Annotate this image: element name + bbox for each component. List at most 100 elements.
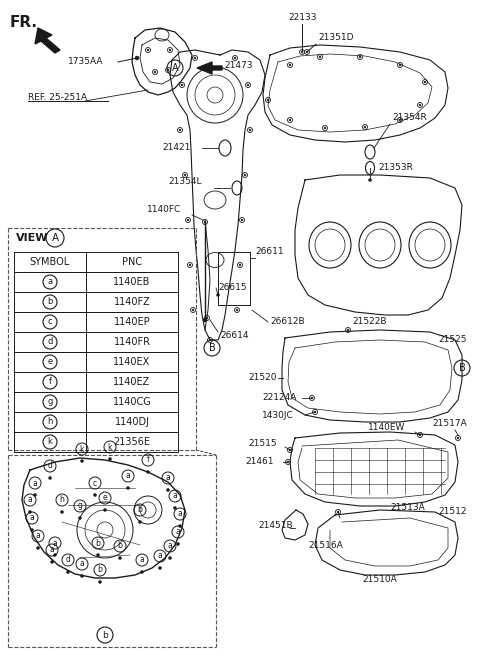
Text: b: b xyxy=(96,539,100,548)
Circle shape xyxy=(147,49,149,51)
Text: a: a xyxy=(36,531,40,541)
Text: 21421: 21421 xyxy=(162,144,191,152)
Circle shape xyxy=(104,508,107,512)
Circle shape xyxy=(96,554,99,556)
Circle shape xyxy=(168,556,171,560)
Text: 21522B: 21522B xyxy=(352,318,386,327)
Circle shape xyxy=(48,476,51,480)
Text: 26612B: 26612B xyxy=(270,318,305,327)
Text: FR.: FR. xyxy=(10,15,38,30)
Circle shape xyxy=(184,174,186,176)
Text: a: a xyxy=(48,277,53,287)
Text: 1140EX: 1140EX xyxy=(113,357,151,367)
Text: 22133: 22133 xyxy=(288,14,316,22)
Text: k: k xyxy=(108,443,112,451)
Text: 22124A: 22124A xyxy=(262,394,296,403)
Circle shape xyxy=(301,51,303,53)
Circle shape xyxy=(79,516,82,520)
Circle shape xyxy=(311,397,313,399)
Circle shape xyxy=(36,546,39,550)
Circle shape xyxy=(399,64,401,66)
Circle shape xyxy=(181,84,183,86)
Text: 21473: 21473 xyxy=(224,62,252,70)
Circle shape xyxy=(189,264,191,266)
Circle shape xyxy=(139,520,142,523)
Circle shape xyxy=(34,493,36,497)
Circle shape xyxy=(127,487,130,489)
Circle shape xyxy=(141,571,144,573)
Text: a: a xyxy=(30,514,35,522)
Text: a: a xyxy=(53,539,58,548)
Text: 21354R: 21354R xyxy=(392,113,427,123)
Text: d: d xyxy=(66,556,71,565)
Text: 1140DJ: 1140DJ xyxy=(115,417,149,427)
Circle shape xyxy=(177,543,180,546)
Circle shape xyxy=(154,71,156,73)
Text: h: h xyxy=(60,495,64,504)
Circle shape xyxy=(204,221,206,223)
Circle shape xyxy=(324,127,326,129)
Text: A: A xyxy=(172,63,178,73)
Circle shape xyxy=(319,56,321,58)
Circle shape xyxy=(98,581,101,583)
Text: 21520: 21520 xyxy=(248,373,276,382)
Circle shape xyxy=(60,510,63,514)
Text: g: g xyxy=(78,501,83,510)
Text: d: d xyxy=(48,337,53,346)
Circle shape xyxy=(359,56,361,58)
Circle shape xyxy=(399,119,401,121)
Text: 21525: 21525 xyxy=(438,335,467,344)
Text: a: a xyxy=(157,552,162,560)
Text: g: g xyxy=(48,398,53,407)
Circle shape xyxy=(179,129,181,131)
Circle shape xyxy=(289,449,291,451)
Text: a: a xyxy=(168,541,172,550)
Text: a: a xyxy=(173,491,178,501)
Circle shape xyxy=(347,329,349,331)
Text: b: b xyxy=(97,565,102,575)
Text: B: B xyxy=(209,343,216,353)
Text: 1140FZ: 1140FZ xyxy=(114,297,150,307)
Circle shape xyxy=(247,84,249,86)
Text: REF. 25-251A: REF. 25-251A xyxy=(28,94,87,102)
Circle shape xyxy=(419,434,421,436)
Text: 1430JC: 1430JC xyxy=(262,411,294,419)
Text: 1140FC: 1140FC xyxy=(147,205,181,215)
Circle shape xyxy=(419,104,421,106)
Text: 1140CG: 1140CG xyxy=(113,397,151,407)
Circle shape xyxy=(28,510,32,514)
Circle shape xyxy=(289,119,291,121)
Text: 21510A: 21510A xyxy=(362,575,397,584)
Circle shape xyxy=(241,219,243,221)
Text: c: c xyxy=(93,478,97,487)
Circle shape xyxy=(314,411,316,413)
Circle shape xyxy=(167,69,169,71)
Circle shape xyxy=(81,459,84,462)
Circle shape xyxy=(234,57,236,59)
Circle shape xyxy=(119,556,121,560)
Text: A: A xyxy=(51,233,59,243)
Circle shape xyxy=(135,56,139,60)
Text: b: b xyxy=(138,506,143,514)
Text: b: b xyxy=(48,298,53,306)
Circle shape xyxy=(167,489,169,491)
Circle shape xyxy=(364,126,366,128)
Circle shape xyxy=(424,81,426,83)
Text: e: e xyxy=(103,493,108,502)
Text: 1140EZ: 1140EZ xyxy=(113,377,151,387)
Circle shape xyxy=(206,317,208,319)
Text: 21354L: 21354L xyxy=(168,178,202,186)
Circle shape xyxy=(50,560,53,564)
Text: 21451B: 21451B xyxy=(258,520,293,529)
Text: h: h xyxy=(48,417,53,426)
Text: 26614: 26614 xyxy=(220,331,249,340)
Text: k: k xyxy=(48,438,52,447)
Text: B: B xyxy=(458,363,466,373)
Circle shape xyxy=(249,129,251,131)
Text: 26611: 26611 xyxy=(255,247,284,256)
Circle shape xyxy=(146,470,149,474)
Text: f: f xyxy=(146,455,149,464)
Circle shape xyxy=(244,174,246,176)
Text: 1140EB: 1140EB xyxy=(113,277,151,287)
Text: a: a xyxy=(80,560,84,569)
